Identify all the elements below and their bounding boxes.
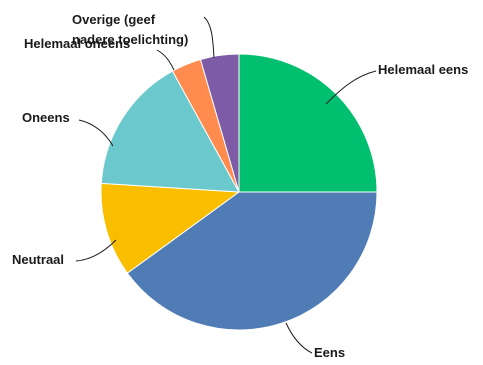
leader-line-overige-geef-nadere-toelichting: [203, 16, 215, 59]
pie-slice-eens: [126, 191, 378, 331]
slice-label-overige-geef-nadere-toelichting: Overige (geef nadere toelichting): [72, 12, 188, 47]
leader-line-neutraal: [75, 239, 117, 262]
pie-slice-helemaal-eens: [238, 53, 378, 193]
slice-label-helemaal-eens: Helemaal eens: [378, 62, 468, 77]
leader-line-helemaal-eens: [325, 70, 377, 105]
slice-label-eens: Eens: [314, 345, 345, 360]
slice-labels: Helemaal eens Eens Neutraal Oneens Helemaal …: [12, 12, 468, 360]
pie-slice-overige-geef-nadere-toelichting: [199, 53, 240, 193]
leader-lines: [75, 16, 377, 354]
slices: [100, 53, 378, 331]
pie-slice-neutraal: [100, 182, 241, 274]
slice-label-oneens: Oneens: [22, 110, 70, 125]
leader-line-eens: [285, 322, 313, 354]
slice-label-neutraal: Neutraal: [12, 252, 64, 267]
leader-line-helemaal-oneens: [156, 49, 175, 71]
pie-slice-oneens: [100, 70, 240, 193]
leader-line-oneens: [78, 119, 114, 147]
slice-label-helemaal-oneens: Helemaal oneens: [24, 36, 130, 51]
